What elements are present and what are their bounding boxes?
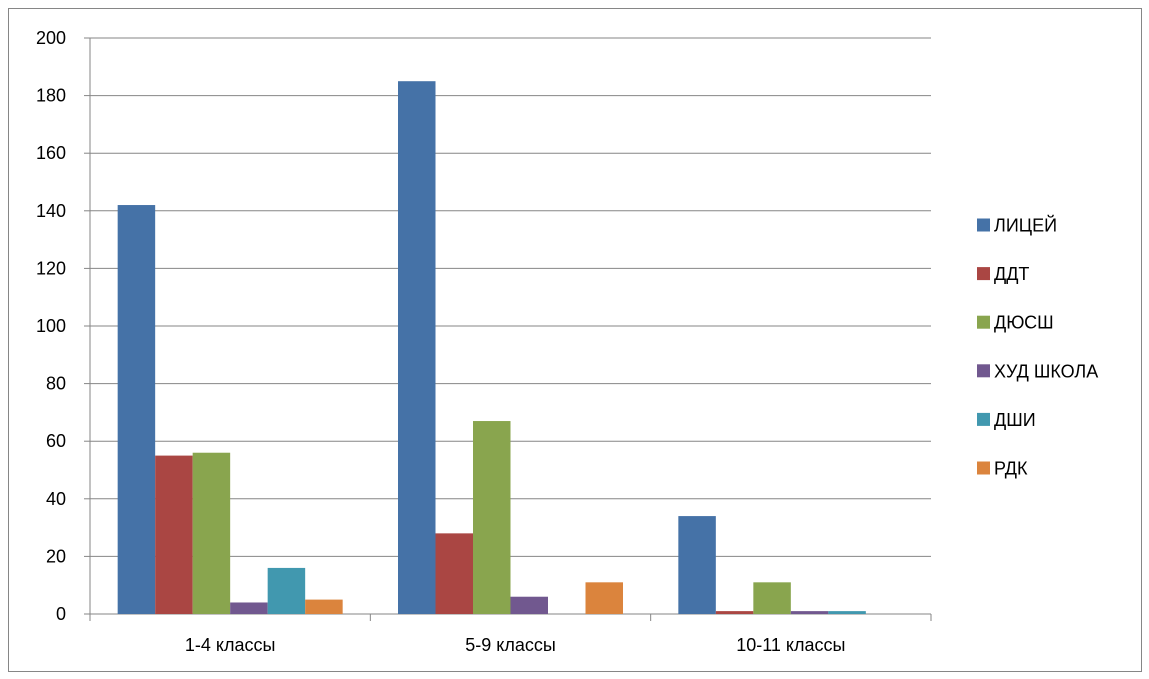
bar: [715, 611, 754, 614]
bar: [192, 452, 231, 614]
y-tick-label: 100: [36, 316, 66, 336]
bar: [117, 205, 156, 615]
bar: [585, 582, 623, 614]
x-tick-label: 1-4 классы: [185, 635, 276, 655]
bar: [753, 582, 791, 614]
legend-swatch: [977, 461, 990, 475]
legend-swatch: [977, 412, 990, 426]
bar: [473, 421, 511, 614]
y-tick-label: 80: [46, 374, 66, 394]
bar: [828, 611, 866, 614]
legend-label: РДК: [994, 459, 1028, 479]
bar: [790, 611, 829, 614]
y-tick-label: 0: [56, 604, 66, 624]
bar: [678, 516, 716, 614]
bar: [155, 455, 193, 614]
bar: [398, 81, 436, 614]
x-tick-label: 10-11 классы: [736, 635, 845, 655]
legend-label: ЛИЦЕЙ: [994, 215, 1057, 236]
y-tick-label: 180: [36, 86, 66, 106]
bar: [305, 599, 343, 614]
bar: [230, 602, 268, 614]
legend-label: ДЮСШ: [994, 313, 1054, 333]
y-tick-label: 120: [36, 258, 66, 278]
y-tick-label: 160: [36, 143, 66, 163]
legend-label: ХУД ШКОЛА: [994, 361, 1098, 381]
bar: [267, 567, 306, 614]
legend-swatch: [977, 315, 990, 329]
bar: [510, 596, 548, 614]
legend-swatch: [977, 267, 990, 281]
legend-swatch: [977, 218, 990, 232]
y-tick-label: 20: [46, 546, 66, 566]
legend-swatch: [977, 364, 990, 378]
y-tick-label: 200: [36, 28, 66, 48]
x-tick-label: 5-9 классы: [465, 635, 556, 655]
y-tick-label: 60: [46, 431, 66, 451]
bar: [435, 533, 473, 614]
y-tick-label: 140: [36, 201, 66, 221]
y-tick-label: 40: [46, 489, 66, 509]
legend-label: ДШИ: [994, 410, 1036, 430]
legend-label: ДДТ: [994, 264, 1029, 284]
